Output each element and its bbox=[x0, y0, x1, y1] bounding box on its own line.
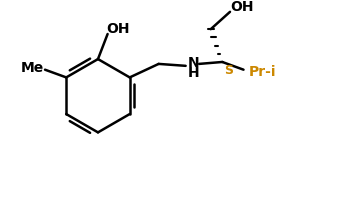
Text: Me: Me bbox=[21, 61, 44, 75]
Text: S: S bbox=[225, 64, 233, 77]
Text: Pr-i: Pr-i bbox=[249, 65, 277, 79]
Text: OH: OH bbox=[106, 22, 130, 36]
Text: OH: OH bbox=[230, 0, 253, 14]
Text: H: H bbox=[187, 66, 199, 80]
Text: N: N bbox=[187, 56, 199, 70]
